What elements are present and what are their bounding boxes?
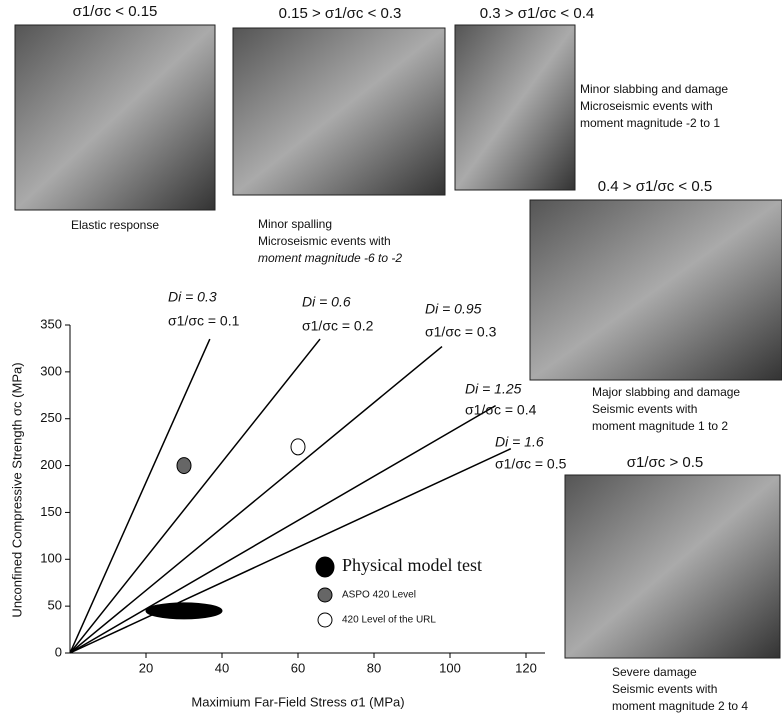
- photo: [233, 28, 445, 195]
- reference-line: [70, 347, 442, 653]
- y-axis-label: Unconfined Compressive Strength σc (MPa): [9, 362, 24, 617]
- photo: [15, 25, 215, 210]
- x-tick-label: 100: [439, 660, 461, 675]
- line-ratio-label: σ1/σc = 0.1: [168, 313, 240, 329]
- y-tick-label: 300: [40, 363, 62, 378]
- line-label: Di = 0.3: [168, 289, 217, 305]
- y-tick-label: 0: [55, 644, 62, 659]
- line-ratio-label: σ1/σc = 0.5: [495, 456, 567, 472]
- line-ratio-label: σ1/σc = 0.3: [425, 324, 497, 340]
- photo-title: σ1/σc > 0.5: [627, 454, 703, 471]
- photo-caption: Microseismic events with: [258, 234, 391, 248]
- photo-caption: Seismic events with: [612, 682, 717, 696]
- x-tick-label: 120: [515, 660, 537, 675]
- photo: [530, 200, 782, 380]
- line-ratio-label: σ1/σc = 0.2: [302, 318, 374, 334]
- photo-caption: Microseismic events with: [580, 99, 713, 113]
- photo-title: 0.15 > σ1/σc < 0.3: [279, 5, 402, 22]
- line-label: Di = 1.25: [465, 381, 522, 397]
- photo: [565, 475, 780, 658]
- photo-caption: Elastic response: [71, 218, 159, 232]
- line-ratio-label: σ1/σc = 0.4: [465, 402, 537, 418]
- point: [146, 603, 222, 619]
- photo-caption: moment magnitude -6 to -2: [258, 251, 402, 265]
- reference-line: [70, 449, 511, 653]
- legend-marker: [318, 613, 332, 627]
- photo-title: σ1/σc < 0.15: [73, 3, 158, 20]
- legend-label: Physical model test: [342, 555, 482, 575]
- x-axis-label: Maximium Far-Field Stress σ1 (MPa): [191, 694, 404, 709]
- point: [291, 439, 305, 455]
- x-tick-label: 20: [139, 660, 153, 675]
- y-tick-label: 200: [40, 457, 62, 472]
- x-tick-label: 60: [291, 660, 305, 675]
- legend-marker: [316, 557, 334, 577]
- photo-caption: Minor spalling: [258, 217, 332, 231]
- photo-caption: Seismic events with: [592, 402, 697, 416]
- y-tick-label: 350: [40, 316, 62, 331]
- line-label: Di = 0.95: [425, 301, 482, 317]
- photo-title: 0.3 > σ1/σc < 0.4: [480, 5, 594, 22]
- y-tick-label: 250: [40, 410, 62, 425]
- y-tick-label: 150: [40, 504, 62, 519]
- legend-marker: [318, 588, 332, 602]
- line-label: Di = 1.6: [495, 434, 544, 450]
- line-label: Di = 0.6: [302, 294, 351, 310]
- y-tick-label: 50: [48, 598, 62, 613]
- legend-label: 420 Level of the URL: [342, 615, 436, 626]
- photo-caption: moment magnitude 2 to 4: [612, 699, 748, 713]
- photo-caption: Major slabbing and damage: [592, 385, 740, 399]
- photo-title: 0.4 > σ1/σc < 0.5: [598, 178, 712, 195]
- point: [177, 458, 191, 474]
- y-tick-label: 100: [40, 551, 62, 566]
- legend-label: ASPO 420 Level: [342, 590, 416, 601]
- photo-caption: moment magnitude 1 to 2: [592, 419, 728, 433]
- x-tick-label: 80: [367, 660, 381, 675]
- figure: Maximium Far-Field Stress σ1 (MPa) Uncon…: [0, 0, 782, 718]
- x-tick-label: 40: [215, 660, 229, 675]
- photo-caption: moment magnitude -2 to 1: [580, 116, 720, 130]
- photo: [455, 25, 575, 190]
- photo-caption: Severe damage: [612, 665, 697, 679]
- photo-caption: Minor slabbing and damage: [580, 82, 728, 96]
